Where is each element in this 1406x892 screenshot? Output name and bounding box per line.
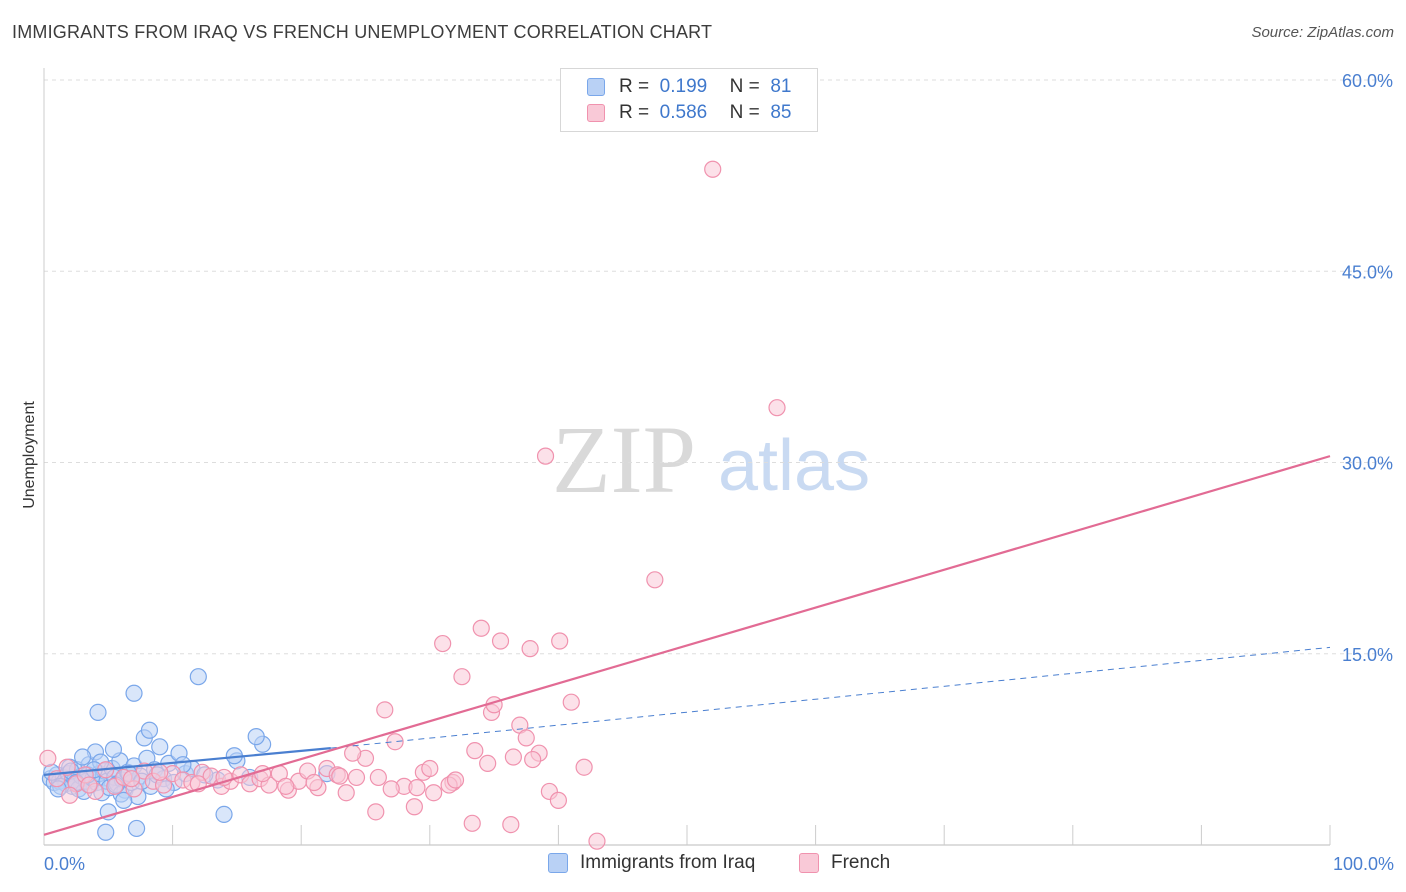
french-point — [491, 632, 510, 650]
iraq-point — [125, 684, 143, 702]
legend-label-french: French — [831, 852, 891, 873]
iraq-point — [247, 728, 265, 746]
legend-swatch-french — [799, 853, 819, 873]
iraq-point — [89, 703, 107, 722]
french-point — [434, 634, 452, 653]
french-point — [768, 399, 786, 417]
legend-r-value: 0.586 — [659, 102, 708, 123]
y-tick-label: 60.0% — [1342, 71, 1393, 91]
french-point — [453, 668, 471, 686]
watermark-atlas: atlas — [718, 426, 870, 506]
legend-row-french: R = 0.586 N = 85 — [587, 101, 791, 125]
french-point — [382, 780, 400, 798]
french-point — [504, 748, 522, 766]
x-tick-label: 100.0% — [1333, 854, 1394, 874]
iraq-point — [127, 819, 146, 838]
french-point — [536, 447, 555, 465]
french-point — [337, 784, 355, 802]
legend-r-value: 0.199 — [659, 76, 708, 97]
french-point — [704, 160, 722, 178]
x-tick-label: 0.0% — [44, 854, 85, 874]
legend-label-iraq: Immigrants from Iraq — [580, 852, 756, 873]
axes — [43, 68, 1331, 846]
french-point — [472, 619, 490, 637]
stats-legend: R = 0.199 N = 81 R = 0.586 N = 85 — [560, 68, 818, 132]
french-point — [575, 758, 593, 776]
iraq-point — [73, 748, 92, 766]
iraq-point — [104, 740, 123, 758]
french-point — [479, 754, 497, 773]
french-point — [463, 814, 481, 832]
y-axis-label: Unemployment — [21, 401, 38, 509]
y-tick-label: 15.0% — [1342, 645, 1393, 665]
y-tick-label: 45.0% — [1342, 262, 1393, 282]
y-tick-label: 30.0% — [1342, 454, 1393, 474]
french-point — [347, 768, 366, 787]
legend-row-iraq: R = 0.199 N = 81 — [587, 75, 791, 99]
watermark-zip: ZIP — [552, 406, 696, 513]
iraq-point — [151, 738, 169, 756]
french-point — [521, 640, 539, 658]
french-point — [562, 693, 580, 711]
iraq-point — [99, 803, 117, 821]
french-point — [524, 750, 542, 769]
french-point — [425, 784, 443, 802]
french-trend-line — [43, 455, 1331, 836]
iraq-trend-line — [43, 747, 331, 776]
tick-labels: 15.0% 30.0% 45.0% 60.0% 0.0% 100.0% — [44, 71, 1394, 874]
legend-n-label: N = — [729, 102, 760, 123]
iraq-point — [189, 668, 207, 686]
iraq-point — [215, 805, 233, 824]
french-point — [331, 767, 349, 785]
french-point — [344, 744, 362, 762]
french-point — [367, 803, 385, 821]
french-point — [61, 786, 79, 804]
french-point — [122, 770, 141, 788]
source-label: Source: ZipAtlas.com — [1251, 24, 1394, 41]
french-point — [58, 758, 76, 776]
legend-item-iraq[interactable]: Immigrants from Iraq — [548, 852, 755, 874]
french-point — [421, 759, 439, 778]
legend-swatch-iraq — [548, 853, 568, 873]
french-point — [517, 729, 535, 747]
french-point — [405, 798, 423, 816]
iraq-point — [97, 823, 115, 841]
iraq-point — [140, 721, 159, 739]
french-point — [551, 632, 569, 650]
legend-n-label: N = — [729, 76, 760, 97]
french-point — [277, 777, 295, 795]
french-point — [408, 779, 426, 797]
french-point — [369, 768, 387, 787]
french-point — [151, 763, 169, 781]
french-point — [502, 815, 520, 834]
series-legend: Immigrants from Iraq French — [0, 852, 1406, 878]
french-point — [80, 776, 98, 794]
legend-n-value: 85 — [770, 102, 792, 123]
legend-n-value: 81 — [770, 76, 792, 97]
french-point — [446, 771, 465, 789]
french-point — [588, 832, 606, 850]
french-point — [386, 733, 404, 751]
french-point — [466, 742, 484, 760]
legend-r-label: R = — [619, 76, 650, 97]
french-point — [646, 571, 664, 589]
french-point — [376, 701, 394, 719]
data-points — [39, 160, 786, 850]
french-point — [549, 791, 568, 809]
french-point — [39, 749, 57, 767]
legend-swatch-iraq — [587, 78, 605, 96]
legend-item-french[interactable]: French — [799, 852, 890, 874]
iraq-trend-line-dashed — [330, 646, 1331, 749]
iraq-point — [115, 791, 133, 809]
legend-swatch-french — [587, 104, 605, 122]
legend-r-label: R = — [619, 102, 650, 123]
french-point — [305, 773, 323, 792]
trend-lines — [43, 455, 1331, 836]
chart-title: IMMIGRANTS FROM IRAQ VS FRENCH UNEMPLOYM… — [12, 22, 713, 42]
